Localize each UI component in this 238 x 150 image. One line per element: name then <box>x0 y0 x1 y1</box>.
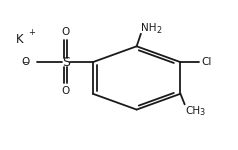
Text: 2: 2 <box>156 26 162 35</box>
Text: CH: CH <box>185 106 200 116</box>
Text: NH: NH <box>141 23 157 33</box>
Text: +: + <box>28 28 35 37</box>
Text: −: − <box>21 57 29 66</box>
Text: 3: 3 <box>199 108 204 117</box>
Text: S: S <box>62 56 70 69</box>
Text: O: O <box>62 27 70 37</box>
Text: Cl: Cl <box>202 57 212 67</box>
Text: O: O <box>62 86 70 96</box>
Text: O: O <box>21 57 29 67</box>
Text: K: K <box>15 33 23 46</box>
